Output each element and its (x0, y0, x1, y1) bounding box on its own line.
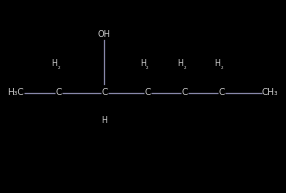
Text: C: C (144, 88, 150, 97)
Text: OH: OH (98, 30, 111, 39)
Text: H: H (51, 58, 57, 68)
Text: C: C (181, 88, 188, 97)
Text: C: C (55, 88, 62, 97)
Text: C: C (219, 88, 225, 97)
Text: ₂: ₂ (146, 65, 149, 70)
Text: H₃C: H₃C (7, 88, 24, 97)
Text: H: H (102, 116, 107, 125)
Text: ₂: ₂ (221, 65, 223, 70)
Text: C: C (101, 88, 108, 97)
Text: ₂: ₂ (57, 65, 60, 70)
Text: ₂: ₂ (183, 65, 186, 70)
Text: H: H (214, 58, 221, 68)
Text: H: H (177, 58, 183, 68)
Text: H: H (140, 58, 146, 68)
Text: CH₃: CH₃ (262, 88, 279, 97)
